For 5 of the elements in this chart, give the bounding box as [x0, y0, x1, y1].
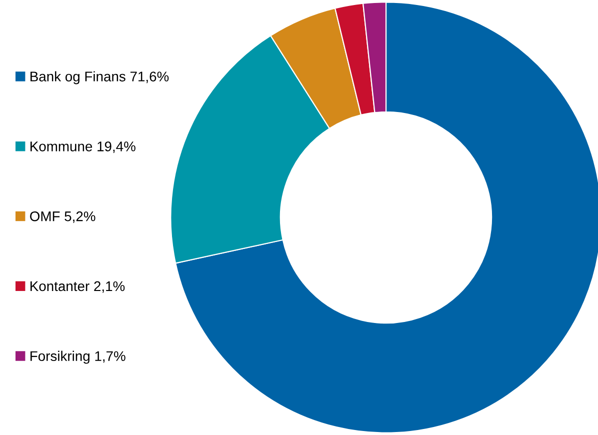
- legend-label: Kommune 19,4%: [30, 142, 136, 153]
- legend-label: OMF 5,2%: [30, 211, 96, 223]
- legend-label: Forsikring 1,7%: [30, 350, 126, 364]
- legend-label: Kontanter 2,1%: [30, 281, 125, 293]
- legend-label: Bank og Finans 71,6%: [30, 71, 169, 84]
